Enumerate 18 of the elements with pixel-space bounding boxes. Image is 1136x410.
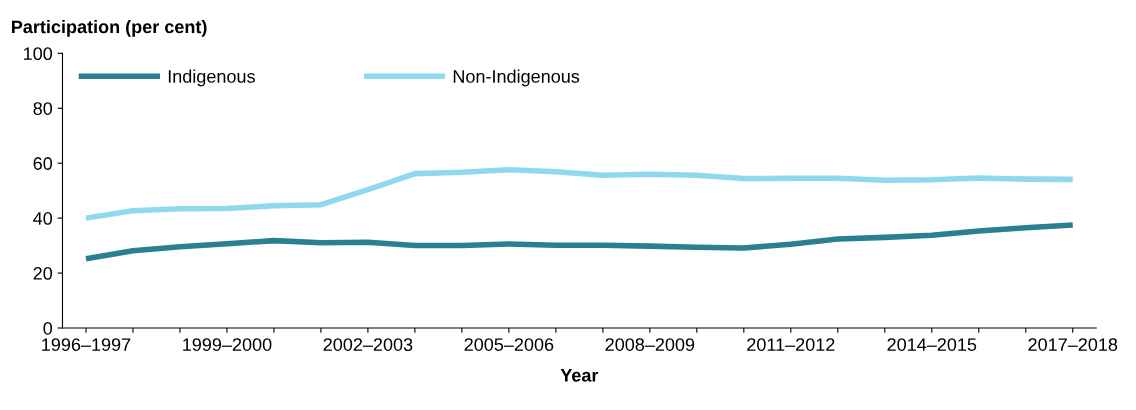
y-tick-label: 0 — [43, 321, 53, 335]
x-tick-label: 2017–2018 — [1028, 338, 1118, 351]
y-tick-label: 20 — [33, 266, 53, 280]
legend-label: Non-Indigenous — [453, 69, 580, 87]
x-tick-label: 2011–2012 — [747, 338, 835, 351]
x-tick-label: 2008–2009 — [605, 338, 695, 351]
y-tick-label: 80 — [33, 102, 53, 115]
y-tick-label: 100 — [24, 47, 53, 61]
y-tick-label: 40 — [33, 212, 53, 225]
x-tick-label: 2005–2006 — [464, 338, 554, 351]
x-tick-label: 1999–2000 — [183, 338, 272, 351]
x-tick-label: 1996–1997 — [42, 338, 131, 351]
x-tick-label: 2014–2015 — [887, 338, 977, 351]
x-tick-label: 2002–2003 — [323, 338, 413, 351]
y-axis-title: Participation (per cent) — [12, 19, 207, 37]
legend-label: Indigenous — [168, 69, 255, 87]
y-tick-label: 60 — [33, 157, 53, 170]
x-axis-title: Year — [560, 369, 599, 382]
